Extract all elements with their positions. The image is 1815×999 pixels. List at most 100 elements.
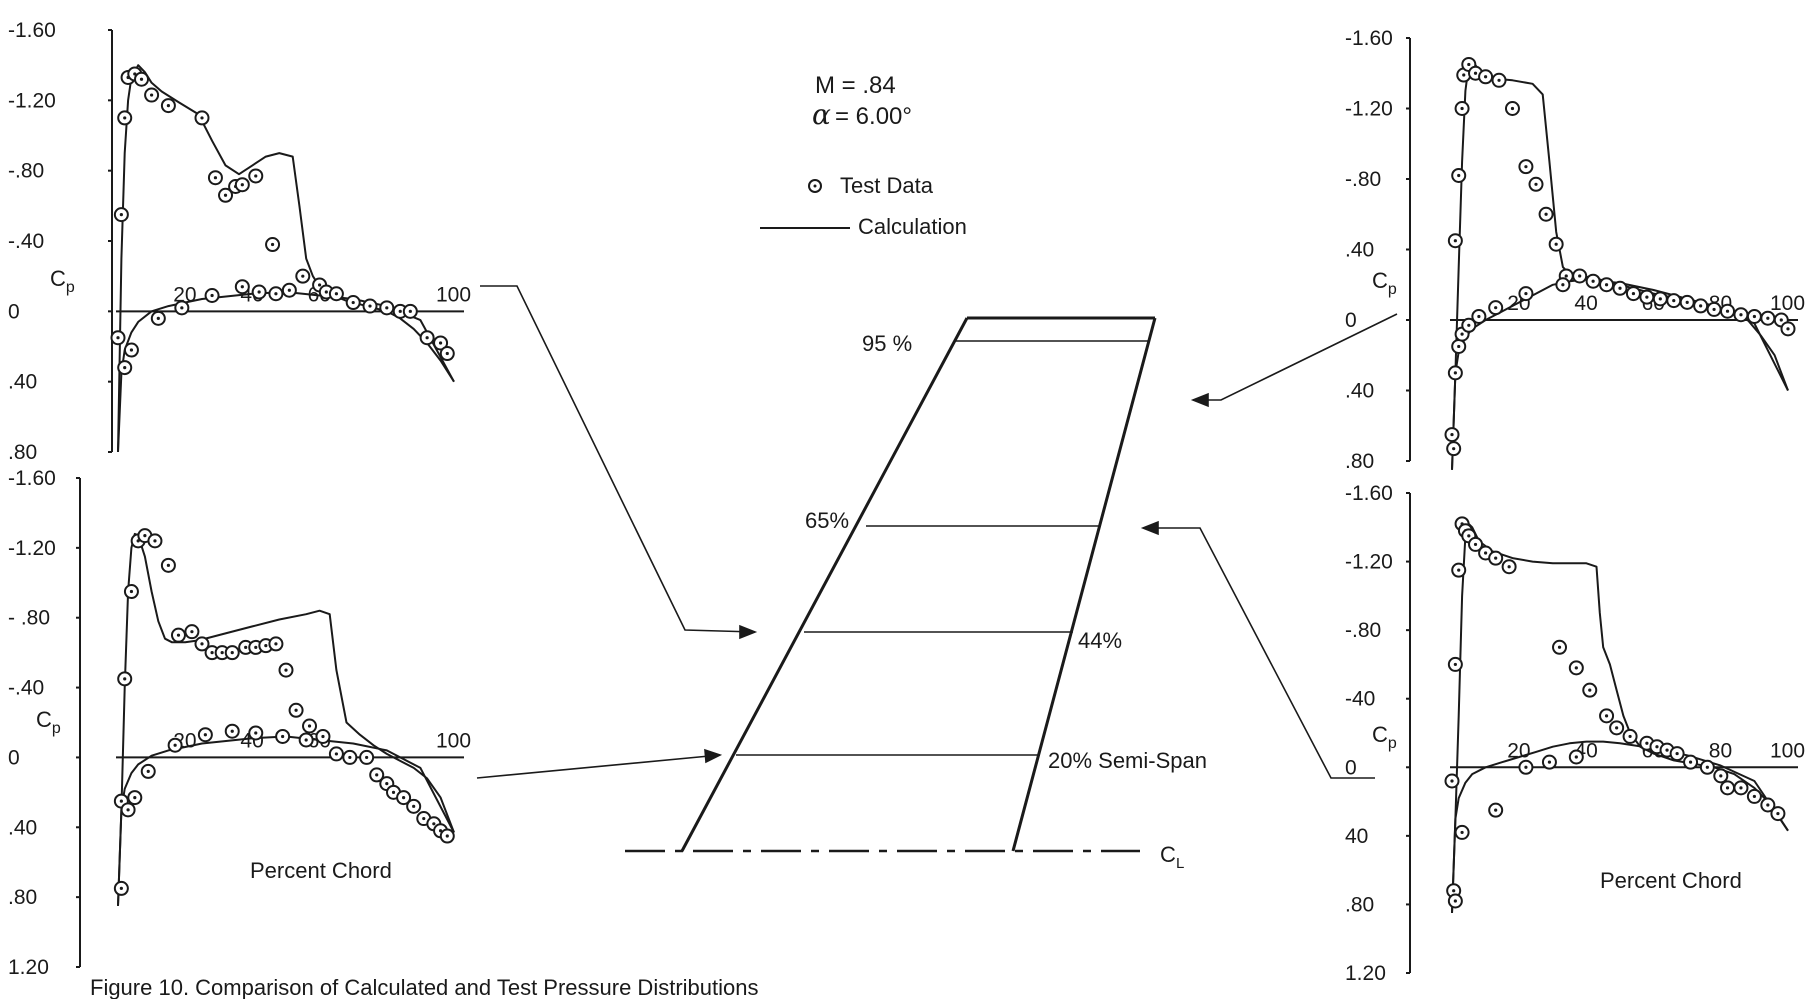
calc-curve-upper	[1451, 59, 1789, 470]
test-point-dot	[1544, 212, 1548, 216]
test-point-dot	[180, 306, 184, 310]
x-tick-label: 80	[1709, 739, 1732, 762]
y-tick-label: 0	[8, 746, 20, 769]
calc-curve-upper	[117, 64, 455, 453]
test-point-dot	[129, 348, 134, 352]
test-point-dot	[274, 642, 278, 646]
test-point-dot	[1658, 297, 1662, 301]
test-point-dot	[1564, 274, 1568, 278]
test-point-dot	[365, 755, 369, 760]
test-point-dot	[173, 743, 177, 747]
calc-curve-lower	[117, 735, 455, 906]
test-point-dot	[240, 183, 244, 187]
y-tick-label: - .80	[8, 607, 50, 630]
test-point-dot	[1460, 830, 1464, 835]
test-point-dot	[1779, 318, 1783, 322]
test-point-dot	[254, 645, 258, 650]
test-point-dot	[1655, 745, 1659, 749]
test-point-dot	[1484, 75, 1488, 79]
y-tick-label: .40	[8, 816, 37, 839]
test-point-dot	[1645, 741, 1649, 745]
test-point-dot	[1460, 332, 1464, 336]
test-point-dot	[210, 651, 214, 655]
test-point-dot	[1467, 534, 1471, 538]
y-tick-label: -1.60	[8, 467, 56, 490]
test-point-dot	[1628, 734, 1632, 739]
test-point-dot	[1453, 371, 1457, 375]
test-point-dot	[1665, 748, 1669, 752]
test-point-dot	[230, 729, 234, 733]
test-point-dot	[166, 104, 170, 108]
test-point-dot	[123, 366, 127, 370]
y-tick-label: -40	[1345, 688, 1375, 711]
y-tick-label: .40	[8, 371, 37, 394]
test-point-dot	[1574, 666, 1578, 670]
test-point-dot	[220, 651, 224, 655]
test-point-dot	[334, 292, 338, 296]
test-point-dot	[375, 773, 379, 777]
x-tick-label: 100	[1770, 292, 1805, 315]
test-point-dot	[1554, 242, 1558, 246]
test-point-dot	[385, 306, 389, 310]
test-point-dot	[1484, 551, 1488, 555]
centerline-label: C	[1160, 842, 1176, 867]
test-point-dot	[230, 651, 234, 655]
test-point-dot	[301, 274, 305, 278]
test-point-dot	[351, 300, 355, 305]
test-point-dot	[1645, 295, 1649, 299]
station-label-20: 20% Semi-Span	[1048, 748, 1207, 773]
test-point-dot	[1739, 313, 1743, 317]
test-point-dot	[1510, 106, 1515, 111]
test-point-dot	[1705, 765, 1709, 769]
x-axis-label: Percent Chord	[1600, 868, 1742, 893]
calc-curve-lower	[1451, 740, 1789, 914]
test-point-dot	[1739, 786, 1743, 790]
test-point-dot	[1766, 803, 1770, 807]
test-point-dot	[1752, 314, 1756, 319]
calc-curve-upper	[1451, 522, 1789, 914]
test-point-dot	[1719, 774, 1723, 778]
test-point-dot	[119, 213, 123, 217]
test-point-dot	[150, 93, 154, 97]
test-point-dot	[123, 116, 127, 120]
test-point-dot	[294, 708, 298, 712]
arrowhead-20	[704, 748, 723, 764]
test-point-dot	[1452, 447, 1456, 451]
test-point-dot	[200, 116, 204, 120]
test-point-dot	[1766, 316, 1770, 320]
test-point-dot	[1473, 542, 1478, 547]
y-tick-label: .40	[1345, 239, 1374, 262]
test-point-dot	[1462, 73, 1466, 77]
test-point-dot	[1494, 808, 1498, 812]
test-point-dot	[412, 804, 416, 808]
test-point-dot	[119, 886, 123, 891]
test-point-dot	[408, 309, 412, 313]
test-point-dot	[1786, 327, 1790, 331]
test-point-dot	[223, 193, 228, 197]
test-point-dot	[1524, 765, 1528, 769]
y-tick-label: 0	[8, 300, 20, 323]
test-point-dot	[438, 341, 443, 345]
test-point-dot	[257, 290, 261, 294]
test-point-dot	[1672, 299, 1676, 303]
plot-20pct: -1.60-1.20- .80-.400.40.801.20204060100C…	[8, 467, 471, 979]
x-tick-label: 100	[436, 729, 471, 752]
test-point-dot	[307, 724, 312, 728]
test-point-dot	[119, 799, 123, 803]
test-point-dot	[1534, 182, 1538, 186]
x-tick-label: 20	[1507, 739, 1530, 762]
test-point-dot	[200, 642, 204, 646]
test-point-dot	[1452, 889, 1456, 893]
test-point-dot	[129, 589, 134, 594]
figure-caption: Figure 10. Comparison of Calculated and …	[90, 975, 758, 999]
test-point-dot	[1453, 239, 1457, 243]
y-tick-label: -.40	[8, 230, 44, 253]
y-tick-label: -.80	[8, 160, 44, 183]
test-point-dot	[425, 336, 429, 340]
station-label-65: 65%	[805, 508, 849, 533]
y-tick-label: .80	[1345, 450, 1374, 473]
test-point-dot	[244, 645, 248, 650]
leader-20	[476, 754, 721, 779]
test-point-dot	[1473, 71, 1478, 75]
